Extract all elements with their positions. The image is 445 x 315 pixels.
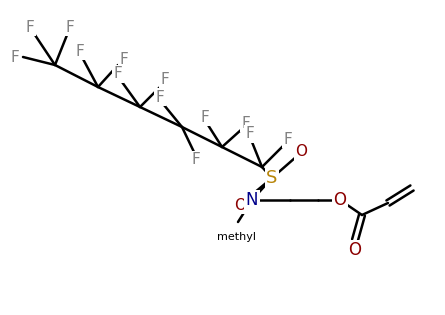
Text: F: F [283, 131, 292, 146]
Text: F: F [246, 127, 255, 141]
Text: F: F [192, 152, 200, 168]
Text: O: O [333, 191, 347, 209]
Text: F: F [120, 51, 128, 66]
Text: O: O [348, 241, 361, 259]
Text: O: O [295, 145, 307, 159]
Text: F: F [65, 20, 74, 35]
Text: F: F [156, 89, 164, 105]
Text: F: F [161, 72, 170, 88]
Text: F: F [76, 43, 85, 59]
Text: F: F [11, 49, 20, 65]
Text: F: F [113, 66, 122, 82]
Text: F: F [26, 20, 34, 35]
Text: N: N [246, 191, 258, 209]
Text: O: O [234, 198, 246, 213]
Text: F: F [242, 116, 251, 130]
Text: F: F [201, 110, 210, 124]
Text: S: S [266, 169, 278, 187]
Text: methyl: methyl [217, 232, 255, 242]
